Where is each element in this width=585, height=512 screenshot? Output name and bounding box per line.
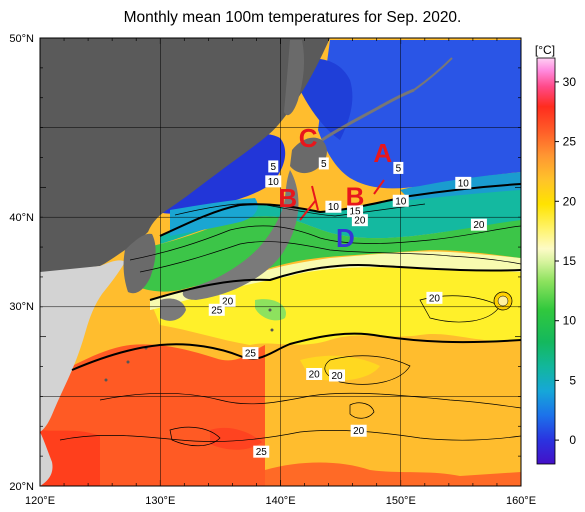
colorbar: [°C] 30 25 20 15 10 5 0 <box>535 43 576 465</box>
contour-label: 25 <box>253 445 270 458</box>
contour-label: 10 <box>392 194 409 207</box>
thin-isotherms <box>59 203 521 447</box>
land-kuril-islands <box>321 88 415 142</box>
svg-text:10: 10 <box>458 178 470 189</box>
contour-label: 20 <box>426 291 443 304</box>
contour-label: 20 <box>350 424 367 437</box>
land-taiwan-region <box>40 432 53 486</box>
isotherm-10c <box>159 183 521 237</box>
svg-text:20: 20 <box>429 293 441 304</box>
svg-text:20: 20 <box>473 220 485 231</box>
contour-label: 10 <box>325 200 342 213</box>
land-kyushu <box>160 298 186 321</box>
ocean-red-region-east <box>265 462 521 486</box>
station-marker: B <box>278 183 297 213</box>
land-honshu <box>182 170 299 300</box>
svg-text:20: 20 <box>222 296 234 307</box>
land-korea <box>123 233 156 294</box>
ocean-transition-band <box>150 251 521 310</box>
svg-text:10: 10 <box>395 196 407 207</box>
station-markers: ACB BD <box>278 123 392 253</box>
latitude-labels: 50°N 40°N 30°N 20°N <box>9 33 34 493</box>
contour-label: 20 <box>470 218 487 231</box>
svg-text:5: 5 <box>396 163 402 174</box>
lon-label: 150°E <box>386 495 416 507</box>
lat-label: 30°N <box>9 301 34 313</box>
colorbar-tick-label: 5 <box>569 373 576 387</box>
station-marker: D <box>336 223 355 253</box>
lat-label: 20°N <box>9 481 34 493</box>
contour-label: 20 <box>351 214 368 227</box>
svg-text:10: 10 <box>328 202 340 213</box>
station-marker: C <box>299 123 318 153</box>
lon-label: 160°E <box>506 495 536 507</box>
land-china-light <box>40 260 125 432</box>
island-izu <box>270 328 274 332</box>
contour-label: 10 <box>265 175 282 188</box>
ocean-blue-region-okhotsk <box>300 58 353 140</box>
section-line-a <box>373 179 385 195</box>
map-title: Monthly mean 100m temperatures for Sep. … <box>123 9 462 26</box>
contour-label: 10 <box>455 176 472 189</box>
land-asia-dark <box>40 38 330 272</box>
ocean-red-patch <box>210 427 262 450</box>
svg-text:20: 20 <box>309 370 321 381</box>
lon-label: 130°E <box>145 495 175 507</box>
svg-text:5: 5 <box>321 159 327 170</box>
colorbar-ticks: 30 25 20 15 10 5 0 <box>555 75 576 447</box>
land-kuril-north <box>413 57 453 91</box>
warm-eddy-core <box>497 295 509 307</box>
graticule <box>40 38 521 486</box>
svg-text:20: 20 <box>331 371 343 382</box>
svg-text:10: 10 <box>268 177 280 188</box>
svg-text:15: 15 <box>349 207 361 218</box>
colorbar-tick-label: 10 <box>563 314 577 328</box>
island-ryukyu <box>126 360 130 364</box>
lat-label: 50°N <box>9 33 34 45</box>
colorbar-tick-label: 0 <box>569 433 576 447</box>
colorbar-tick-label: 20 <box>563 194 577 208</box>
longitude-labels: 120°E 130°E 140°E 150°E 160°E <box>25 495 536 507</box>
contour-label: 25 <box>242 347 259 360</box>
colorbar-unit: [°C] <box>535 43 555 57</box>
contour-label: 20 <box>329 369 346 382</box>
land-sakhalin <box>284 40 305 116</box>
station-marker: B <box>346 181 365 211</box>
ocean-red-region-south <box>40 430 100 486</box>
section-line-c <box>311 185 319 211</box>
lon-label: 120°E <box>25 495 55 507</box>
svg-text:25: 25 <box>256 447 268 458</box>
lat-label: 40°N <box>9 212 34 224</box>
ocean-teal-region <box>160 184 521 244</box>
contour-label: 5 <box>318 157 329 170</box>
ocean-blue-region-north <box>318 40 521 189</box>
frame-ticks <box>39 37 522 487</box>
colorbar-gradient <box>536 57 556 465</box>
svg-text:20: 20 <box>353 426 365 437</box>
svg-text:25: 25 <box>211 305 223 316</box>
contour-label: 5 <box>393 161 404 174</box>
svg-text:20: 20 <box>354 216 366 227</box>
lon-label: 140°E <box>265 495 295 507</box>
isotherm-20c <box>149 263 521 301</box>
colorbar-tick-label: 25 <box>563 135 577 149</box>
contour-label: 25 <box>208 303 225 316</box>
section-line-b <box>299 199 317 221</box>
island-ryukyu <box>104 378 108 382</box>
contour-label: 20 <box>306 368 323 381</box>
land-hokkaido <box>290 137 327 174</box>
isotherm-25c <box>71 332 521 371</box>
contour-label: 5 <box>268 160 279 173</box>
svg-text:5: 5 <box>271 162 277 173</box>
station-marker: A <box>373 138 392 168</box>
colorbar-tick-label: 30 <box>563 75 577 89</box>
svg-text:25: 25 <box>245 349 257 360</box>
island-izu <box>268 308 272 312</box>
colorbar-tick-label: 15 <box>563 254 577 268</box>
